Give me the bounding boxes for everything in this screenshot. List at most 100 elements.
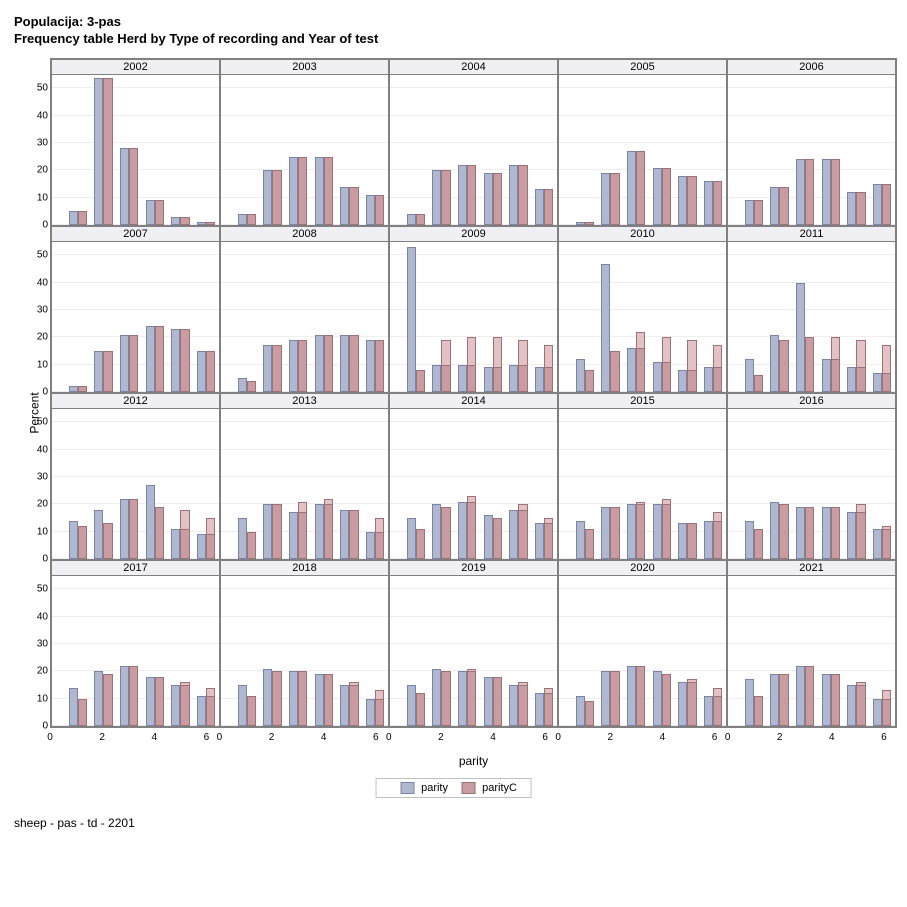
bar-parity xyxy=(509,165,518,225)
bar-parityC xyxy=(180,329,189,392)
bar-parity xyxy=(535,189,544,224)
bar-parity xyxy=(366,532,375,559)
bar-parityC xyxy=(103,523,112,558)
bar-parityC xyxy=(416,693,425,726)
bar-parity xyxy=(576,359,585,392)
bar-parityC-overlap xyxy=(544,693,553,726)
bar-parity xyxy=(238,378,247,392)
panel-header: 2002 xyxy=(52,60,219,75)
bar-parityC xyxy=(636,666,645,726)
plot-area: 01020304050 xyxy=(52,242,219,392)
bar-parity xyxy=(171,329,180,392)
bar-parity xyxy=(847,685,856,726)
x-axis-cell: 0246 xyxy=(219,732,388,748)
panel-2005: 2005 xyxy=(558,59,727,226)
x-tick: 4 xyxy=(490,732,496,743)
bar-parityC xyxy=(544,189,553,224)
bar-parityC-overlap xyxy=(518,510,527,559)
bar-parity xyxy=(432,504,441,559)
legend: parity parityC xyxy=(375,778,532,798)
bar-parity xyxy=(796,507,805,559)
bar-parity xyxy=(745,679,754,725)
bar-parity xyxy=(847,367,856,392)
bar-parityC xyxy=(493,518,502,559)
bar-parityC-overlap xyxy=(713,367,722,392)
bar-parityC xyxy=(272,345,281,391)
bar-parityC-overlap xyxy=(636,504,645,559)
y-tick: 30 xyxy=(37,471,48,482)
x-tick: 2 xyxy=(99,732,105,743)
y-tick: 30 xyxy=(37,304,48,315)
bar-parity xyxy=(458,165,467,225)
bar-parityC-overlap xyxy=(882,373,891,392)
bar-parityC xyxy=(779,674,788,726)
plot-area xyxy=(390,75,557,225)
panel-2020: 2020 xyxy=(558,560,727,727)
legend-swatch-parity xyxy=(400,782,414,794)
panel-2003: 2003 xyxy=(220,59,389,226)
bar-parity xyxy=(770,674,779,726)
bar-parity xyxy=(873,184,882,225)
panel-header: 2014 xyxy=(390,394,557,409)
y-tick: 30 xyxy=(37,137,48,148)
bar-parity xyxy=(535,367,544,392)
bar-parityC xyxy=(713,181,722,225)
bar-parityC xyxy=(129,499,138,559)
x-axis-ticks-row: 02460246024602460246 xyxy=(50,732,897,748)
bar-parity xyxy=(69,386,78,391)
bar-parity xyxy=(366,195,375,225)
plot-area xyxy=(559,242,726,392)
bar-parity xyxy=(120,148,129,224)
y-tick: 20 xyxy=(37,165,48,176)
bar-parity xyxy=(146,326,155,391)
chart-grid: Percent 20020102030405020032004200520062… xyxy=(10,58,897,768)
bar-parity xyxy=(535,523,544,558)
bar-parity xyxy=(796,666,805,726)
plot-area: 01020304050 xyxy=(52,409,219,559)
bar-parityC-overlap xyxy=(687,682,696,726)
x-tick: 0 xyxy=(47,732,53,743)
bar-parityC xyxy=(662,168,671,225)
bar-parity xyxy=(678,370,687,392)
plot-area: 01020304050 xyxy=(52,75,219,225)
x-tick: 2 xyxy=(777,732,783,743)
plot-area: 01020304050 xyxy=(52,576,219,726)
bar-parityC xyxy=(416,529,425,559)
bar-parity xyxy=(432,365,441,392)
x-tick: 4 xyxy=(321,732,327,743)
bar-parityC-overlap xyxy=(467,671,476,726)
panel-header: 2013 xyxy=(221,394,388,409)
bar-parity xyxy=(704,181,713,225)
bar-parity xyxy=(601,507,610,559)
bar-parityC-overlap xyxy=(636,348,645,392)
bar-parity xyxy=(535,693,544,726)
bar-parity xyxy=(509,365,518,392)
x-tick: 2 xyxy=(608,732,614,743)
bar-parity xyxy=(289,671,298,726)
bar-parity xyxy=(509,685,518,726)
bar-parityC xyxy=(247,696,256,726)
panel-2006: 2006 xyxy=(727,59,896,226)
bar-parity xyxy=(458,671,467,726)
bar-parityC-overlap xyxy=(349,685,358,726)
bar-parity xyxy=(120,335,129,392)
bar-parityC-overlap xyxy=(375,699,384,726)
panel-2010: 2010 xyxy=(558,226,727,393)
bar-parityC xyxy=(78,211,87,225)
bar-parity xyxy=(340,335,349,392)
x-tick: 4 xyxy=(660,732,666,743)
bar-parity xyxy=(678,176,687,225)
footer-text: sheep - pas - td - 2201 xyxy=(14,816,897,830)
x-tick: 2 xyxy=(269,732,275,743)
bar-parity xyxy=(627,504,636,559)
bar-parityC xyxy=(103,351,112,392)
y-tick: 50 xyxy=(37,417,48,428)
panel-header: 2009 xyxy=(390,227,557,242)
bar-parity xyxy=(407,685,416,726)
bar-parityC xyxy=(247,214,256,225)
bar-parity xyxy=(627,151,636,225)
bar-parity xyxy=(576,521,585,559)
bar-parity xyxy=(873,529,882,559)
panel-header: 2011 xyxy=(728,227,895,242)
bar-parityC xyxy=(298,340,307,392)
